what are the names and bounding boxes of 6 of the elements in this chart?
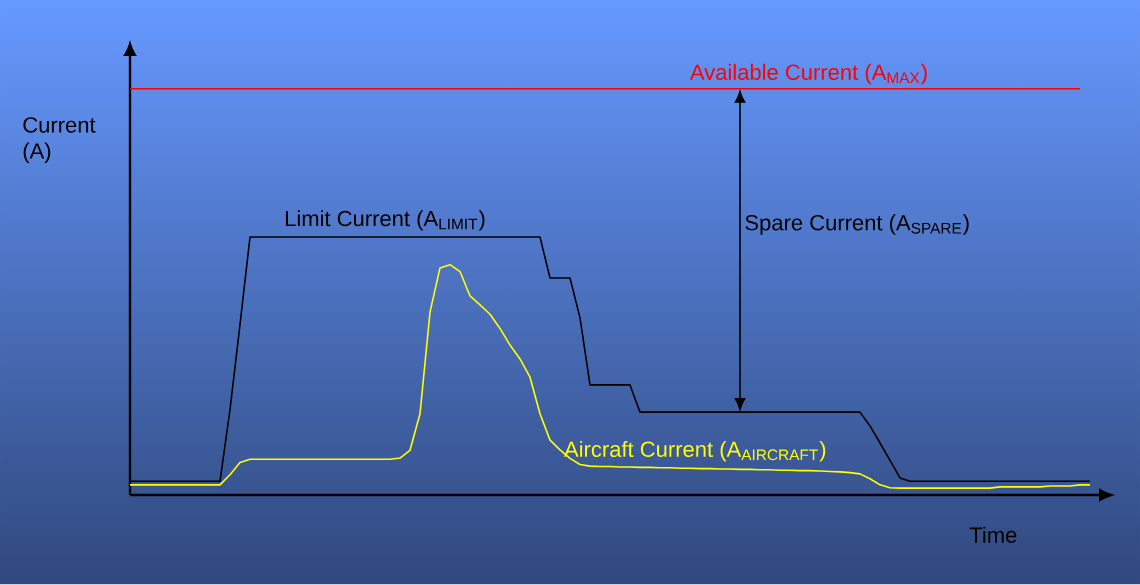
x-axis-title: Time bbox=[969, 526, 1017, 543]
series-label: Aircraft Current (A$_{AIRCRAFT}$) bbox=[564, 440, 826, 462]
series-label: Available Current (A$_{MAX}$) bbox=[689, 63, 927, 85]
y-axis-title: Current (A) bbox=[23, 117, 96, 164]
annotation: Spare Current (A$_{SPARE}$) bbox=[745, 214, 969, 235]
series-label: Limit Current (A$_{LIMIT}$) bbox=[285, 210, 485, 231]
